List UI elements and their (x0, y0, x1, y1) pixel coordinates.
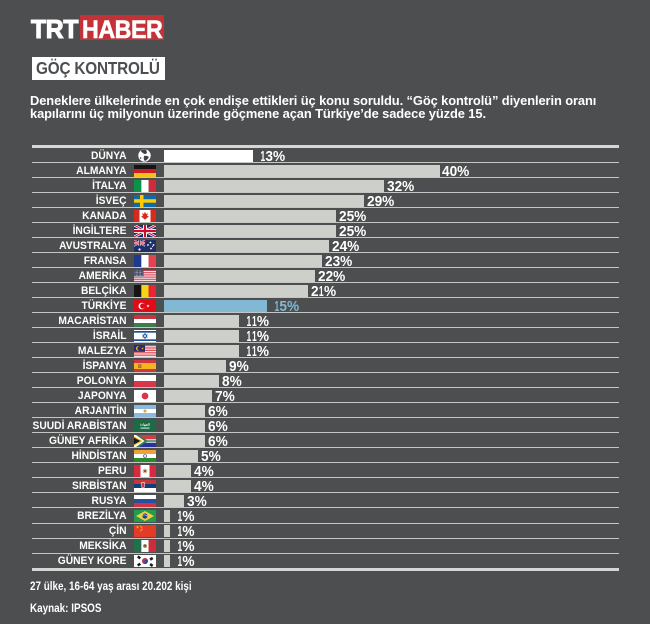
svg-text:الشهادة: الشهادة (140, 422, 150, 426)
